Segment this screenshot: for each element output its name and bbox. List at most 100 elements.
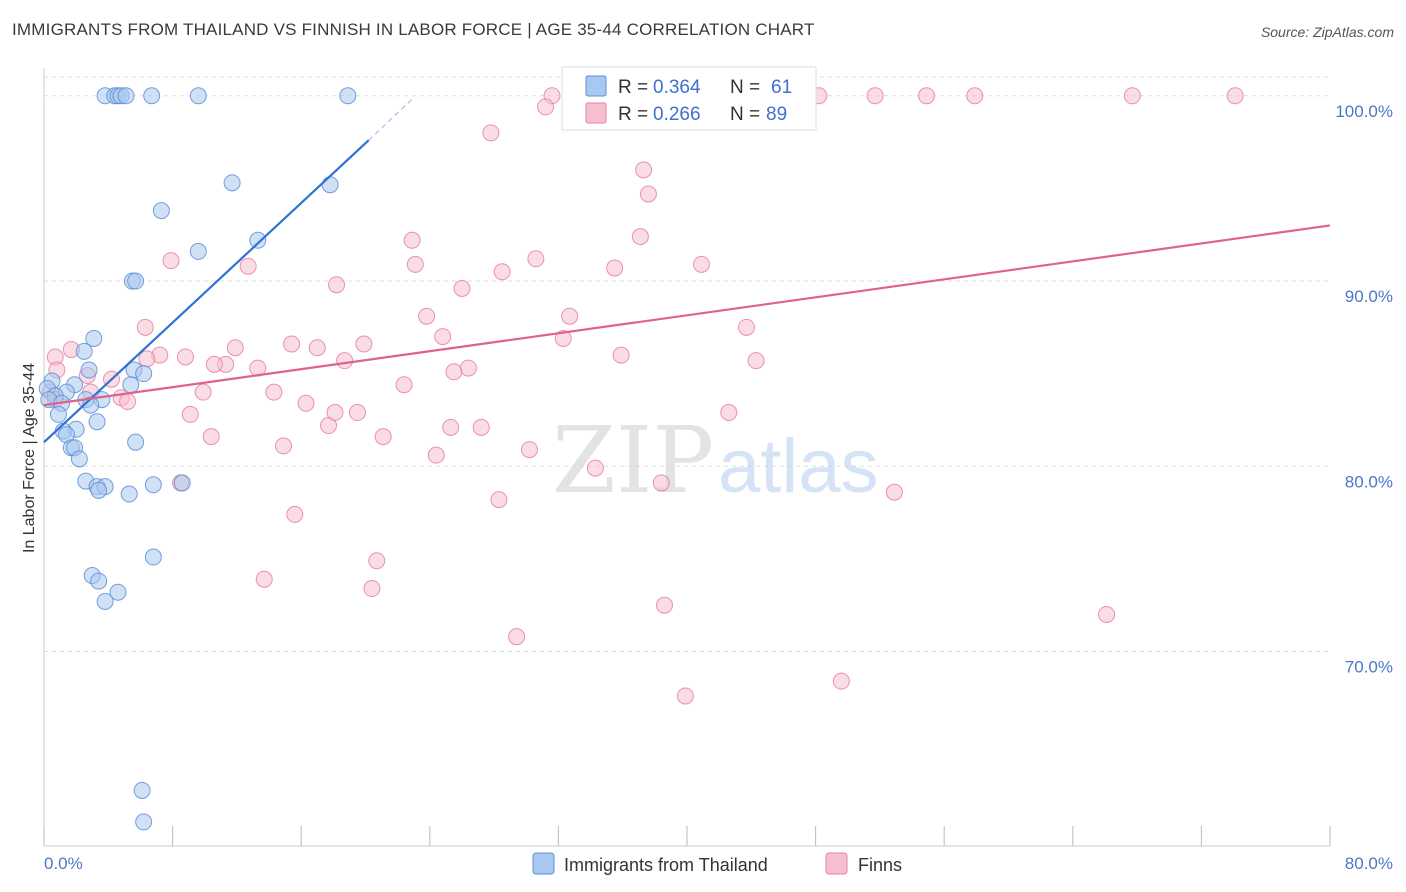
- finns-point: [297, 394, 315, 412]
- finns-point: [326, 404, 344, 422]
- thailand-point: [127, 433, 145, 451]
- finns-point: [453, 279, 471, 297]
- thailand-point: [80, 361, 98, 379]
- finns-point: [355, 335, 373, 353]
- finns-point: [561, 307, 579, 325]
- stats-n-value-thailand: 61: [771, 77, 792, 98]
- finns-point: [336, 352, 354, 370]
- thailand-point: [321, 176, 339, 194]
- axes: 0.0% 80.0%: [43, 68, 1393, 873]
- finns-point: [508, 628, 526, 646]
- finns-point: [832, 672, 850, 690]
- finns-point: [308, 339, 326, 357]
- source-credit: Source: ZipAtlas.com: [1260, 24, 1394, 40]
- legend-label-thailand: Immigrants from Thailand: [564, 855, 768, 875]
- thailand-point: [70, 450, 88, 468]
- finns-point: [652, 474, 670, 492]
- finns-point: [747, 352, 765, 370]
- finns-point: [162, 252, 180, 270]
- stats-n-label-thailand: N =: [730, 77, 760, 98]
- x-tick-label-max: 80.0%: [1345, 854, 1393, 873]
- finns-point: [181, 405, 199, 423]
- finns-point: [720, 404, 738, 422]
- finns-point: [655, 596, 673, 614]
- finns-point: [612, 346, 630, 364]
- finns-point: [265, 383, 283, 401]
- finns-point: [328, 276, 346, 294]
- finns-point: [136, 318, 154, 336]
- thailand-point: [133, 781, 151, 799]
- finns-point: [275, 437, 293, 455]
- finns-point: [493, 263, 511, 281]
- legend-swatch-thailand: [532, 852, 555, 875]
- finns-point: [966, 87, 984, 105]
- stats-swatch-thailand: [585, 75, 607, 97]
- finns-point: [442, 418, 460, 436]
- finns-point: [1098, 605, 1116, 623]
- finns-point: [418, 307, 436, 325]
- thailand-point: [127, 272, 145, 290]
- thailand-point: [135, 365, 153, 383]
- legend-swatch-finns: [825, 852, 848, 875]
- finns-point: [537, 98, 555, 116]
- y-tick-label: 100.0%: [1335, 102, 1393, 121]
- finns-point: [1226, 87, 1244, 105]
- finns-point: [520, 441, 538, 459]
- finns-point: [363, 580, 381, 598]
- thailand-point: [143, 87, 161, 105]
- stats-r-label-finns: R =: [618, 104, 648, 125]
- thailand-point: [88, 413, 106, 431]
- finns-point: [918, 87, 936, 105]
- thailand-point: [189, 242, 207, 260]
- finns-point: [482, 124, 500, 142]
- thailand-point: [96, 592, 114, 610]
- finns-point: [434, 328, 452, 346]
- finns-point: [527, 250, 545, 268]
- finns-trend-line: [43, 224, 1331, 407]
- stats-r-value-finns: 0.266: [653, 104, 701, 125]
- watermark-atlas: atlas: [718, 424, 879, 509]
- finns-point: [395, 376, 413, 394]
- finns-point: [283, 335, 301, 353]
- stats-r-value-thailand: 0.364: [653, 77, 701, 98]
- finns-point: [202, 428, 220, 446]
- finns-point: [226, 339, 244, 357]
- finns-point: [255, 570, 273, 588]
- finns-point: [194, 383, 212, 401]
- chart-title: IMMIGRANTS FROM THAILAND VS FINNISH IN L…: [12, 20, 815, 39]
- finns-point: [737, 318, 755, 336]
- finns-point: [427, 446, 445, 464]
- thailand-point: [144, 476, 162, 494]
- series-legend: Immigrants from Thailand Finns: [532, 852, 902, 875]
- thailand-points: [38, 87, 357, 831]
- finns-point: [554, 329, 572, 347]
- stats-r-label-thailand: R =: [618, 77, 648, 98]
- finns-point: [692, 255, 710, 273]
- finns-point: [445, 363, 463, 381]
- thailand-point: [189, 87, 207, 105]
- finns-point: [676, 687, 694, 705]
- finns-point: [119, 392, 137, 410]
- finns-point: [286, 505, 304, 523]
- finns-point: [1123, 87, 1141, 105]
- y-tick-label: 80.0%: [1345, 472, 1393, 491]
- finns-point: [348, 404, 366, 422]
- thailand-point: [223, 174, 241, 192]
- thailand-point: [173, 474, 191, 492]
- finns-point: [472, 418, 490, 436]
- finns-point: [606, 259, 624, 277]
- finns-point: [406, 255, 424, 273]
- finns-point: [631, 228, 649, 246]
- watermark: ZIP atlas: [552, 407, 879, 514]
- thailand-point: [75, 342, 93, 360]
- finns-point: [490, 491, 508, 509]
- finns-point: [885, 483, 903, 501]
- thailand-trend-extension: [368, 97, 415, 141]
- y-axis-title: In Labor Force | Age 35-44: [21, 363, 38, 553]
- stats-n-label-finns: N =: [730, 104, 760, 125]
- thailand-point: [49, 405, 67, 423]
- finns-point: [374, 428, 392, 446]
- thailand-trend-line: [43, 139, 370, 443]
- thailand-point: [85, 329, 103, 347]
